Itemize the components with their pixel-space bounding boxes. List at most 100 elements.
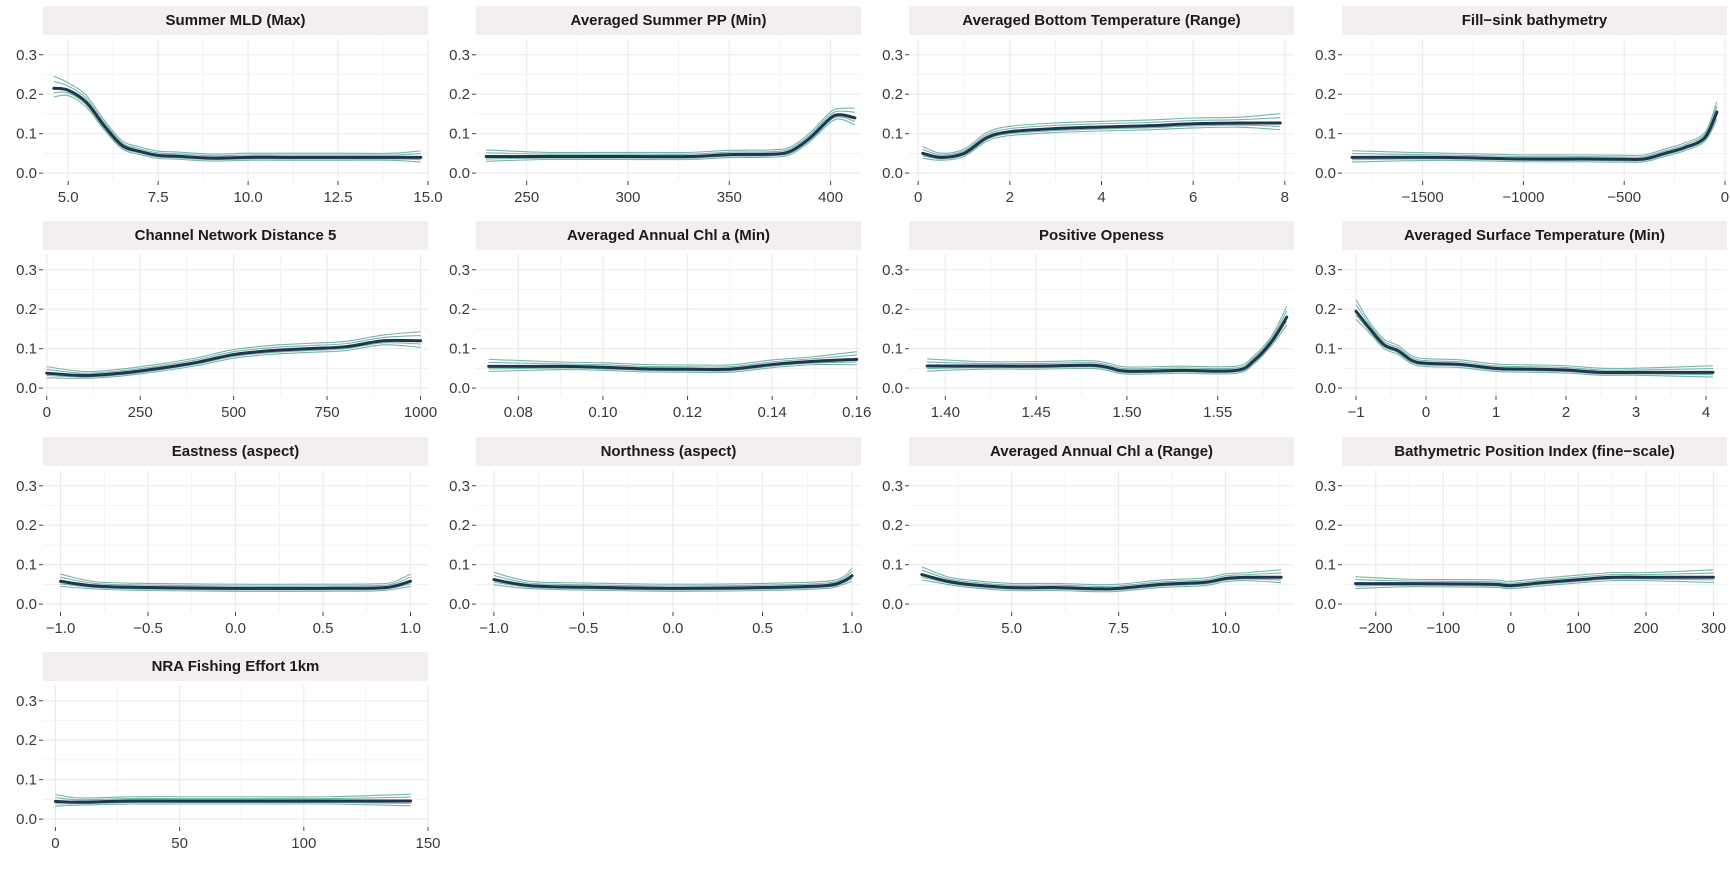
- facet-title: Averaged Summer PP (Min): [476, 6, 861, 35]
- replicate-line: [488, 351, 857, 366]
- replicate-line: [55, 803, 411, 807]
- mean-line: [492, 574, 854, 590]
- y-tick-label: 0.3: [882, 47, 903, 64]
- x-tick-label: 1000: [404, 404, 437, 421]
- replicate-line: [1352, 119, 1718, 163]
- replicate-line: [53, 80, 421, 157]
- facet-plot: 0.0 0.1 0.2 0.3 0 250 500 750 1000: [16, 254, 437, 421]
- mean-line: [1354, 575, 1715, 588]
- x-tick-label: 400: [818, 189, 843, 206]
- replicate-line: [46, 335, 421, 374]
- x-tick-label: −0.5: [569, 620, 599, 637]
- mean-line: [921, 121, 1282, 159]
- x-tick-label: 0.14: [758, 404, 787, 421]
- x-tick-label: −200: [1359, 620, 1393, 637]
- replicate-line: [488, 363, 857, 374]
- x-tick-label: 7.5: [1108, 620, 1129, 637]
- y-tick-label: 0.0: [449, 596, 470, 613]
- x-tick-label: 6: [1189, 189, 1197, 206]
- x-tick-label: 4: [1097, 189, 1105, 206]
- replicate-line: [927, 305, 1288, 368]
- facet-plot: 0.0 0.1 0.2 0.3 −1 0 1 2 3 4: [1315, 254, 1727, 421]
- facet-title: Averaged Surface Temperature (Min): [1342, 221, 1727, 250]
- mean-line: [487, 357, 859, 372]
- facet-title: Fill−sink bathymetry: [1342, 6, 1727, 35]
- y-tick-label: 0.2: [16, 732, 37, 749]
- x-tick-label: 0.10: [588, 404, 617, 421]
- x-tick-label: −1.0: [46, 620, 76, 637]
- mean-line: [53, 799, 413, 804]
- y-tick-label: 0.2: [1315, 517, 1336, 534]
- y-tick-label: 0.0: [1315, 165, 1336, 182]
- replicate-line: [488, 361, 857, 372]
- y-tick-label: 0.0: [16, 596, 37, 613]
- x-tick-label: −1500: [1402, 189, 1444, 206]
- x-tick-label: 300: [1701, 620, 1726, 637]
- mean-line: [59, 579, 412, 590]
- replicate-line: [486, 118, 856, 162]
- mean-line: [484, 113, 857, 159]
- y-tick-label: 0.0: [16, 380, 37, 397]
- y-tick-label: 0.3: [882, 478, 903, 495]
- y-tick-label: 0.2: [882, 301, 903, 318]
- facet-panel: Bathymetric Position Index (fine−scale) 0…: [1299, 437, 1727, 647]
- x-tick-label: 0.5: [752, 620, 773, 637]
- x-tick-label: 0.0: [225, 620, 246, 637]
- facet-panel: Averaged Annual Chl a (Min) 0.0 0.1 0.2 0.3 0…: [433, 221, 871, 431]
- x-tick-label: 750: [315, 404, 340, 421]
- y-tick-label: 0.2: [882, 517, 903, 534]
- x-tick-label: 1: [1492, 404, 1500, 421]
- x-tick-label: 15.0: [413, 189, 442, 206]
- mean-line: [45, 338, 423, 377]
- x-tick-label: 10.0: [1211, 620, 1240, 637]
- x-tick-label: 0.08: [504, 404, 533, 421]
- x-tick-label: 0.5: [313, 620, 334, 637]
- y-tick-label: 0.2: [16, 86, 37, 103]
- facet-panel: Averaged Surface Temperature (Min) 0.0 0.1…: [1299, 221, 1727, 431]
- y-tick-label: 0.2: [16, 301, 37, 318]
- y-tick-label: 0.2: [1315, 301, 1336, 318]
- y-tick-label: 0.0: [449, 380, 470, 397]
- y-tick-label: 0.0: [882, 596, 903, 613]
- x-tick-label: 1.0: [400, 620, 421, 637]
- facet-plot: 0.0 0.1 0.2 0.3 5.0 7.5 10.0: [882, 470, 1294, 637]
- x-tick-label: 150: [415, 835, 440, 852]
- facet-panel: Positive Openess 0.0 0.1 0.2 0.3 1.40 1.45 1.50…: [866, 221, 1294, 431]
- replicate-line: [60, 576, 411, 587]
- mean-line: [920, 573, 1283, 591]
- replicate-line: [53, 75, 421, 155]
- facet-plot: 0.0 0.1 0.2 0.3 5.0 7.5 10.0 12.5 15.0: [16, 39, 443, 206]
- facet-plot: 0.0 0.1 0.2 0.3 −1.0 −0.5 0.0 0.5 1.0: [16, 470, 428, 637]
- facet-title: Eastness (aspect): [43, 437, 428, 466]
- x-tick-label: −1000: [1502, 189, 1544, 206]
- x-tick-label: 1.45: [1022, 404, 1051, 421]
- replicate-line: [927, 324, 1288, 375]
- x-tick-label: −100: [1426, 620, 1460, 637]
- replicate-line: [493, 580, 853, 592]
- facet-panel: Eastness (aspect) 0.0 0.1 0.2 0.3 −1.0 −0.5 0.0…: [0, 437, 428, 647]
- x-tick-label: 10.0: [233, 189, 262, 206]
- y-tick-label: 0.1: [1315, 557, 1336, 574]
- y-tick-label: 0.0: [16, 165, 37, 182]
- facet-plot: 0.0 0.1 0.2 0.3 0 2 4 6 8: [882, 39, 1294, 206]
- facet-plot: 0.0 0.1 0.2 0.3 −200 −100 0 100 200 300: [1315, 470, 1727, 637]
- y-tick-label: 0.0: [882, 380, 903, 397]
- x-tick-label: 5.0: [1001, 620, 1022, 637]
- replicate-line: [1352, 105, 1718, 158]
- x-tick-label: 0: [43, 404, 51, 421]
- facet-plot: 0.0 0.1 0.2 0.3 1.40 1.45 1.50 1.55: [882, 254, 1294, 421]
- facet-title: Averaged Annual Chl a (Range): [909, 437, 1294, 466]
- x-tick-label: 2: [1006, 189, 1014, 206]
- x-tick-label: 500: [221, 404, 246, 421]
- x-tick-label: 0: [1422, 404, 1430, 421]
- facet-panel: Fill−sink bathymetry 0.0 0.1 0.2 0.3 −1500 −10…: [1299, 6, 1729, 216]
- facet-title: Positive Openess: [909, 221, 1294, 250]
- y-tick-label: 0.0: [1315, 380, 1336, 397]
- facet-plot: 0.0 0.1 0.2 0.3 0.08 0.10 0.12 0.14 0.16: [449, 254, 871, 421]
- x-tick-label: 350: [717, 189, 742, 206]
- y-tick-label: 0.1: [882, 341, 903, 358]
- replicate-line: [55, 793, 411, 799]
- x-tick-label: 0: [1721, 189, 1729, 206]
- x-tick-label: 200: [1633, 620, 1658, 637]
- facet-plot: 0.0 0.1 0.2 0.3 250 300 350 400: [449, 39, 861, 206]
